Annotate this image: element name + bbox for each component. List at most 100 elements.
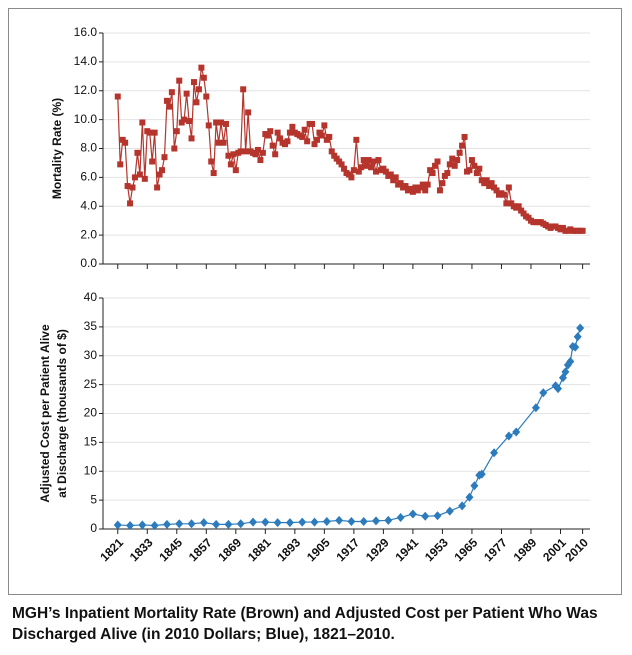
data-point xyxy=(505,184,512,191)
data-point xyxy=(456,149,463,156)
data-point xyxy=(561,367,570,377)
data-point xyxy=(159,167,166,174)
y-tick-label: 10 xyxy=(84,463,98,477)
data-point xyxy=(205,122,212,129)
y-tick-label: 15 xyxy=(84,435,98,449)
data-point xyxy=(466,167,473,174)
data-point xyxy=(273,518,282,528)
data-point xyxy=(446,161,453,168)
data-point xyxy=(504,431,513,441)
data-point xyxy=(139,119,146,126)
data-point xyxy=(225,152,232,159)
data-point xyxy=(432,162,439,169)
data-point xyxy=(161,154,168,161)
data-point xyxy=(539,388,548,398)
data-point xyxy=(310,517,319,527)
data-point xyxy=(289,123,296,130)
data-point xyxy=(298,517,307,527)
data-point xyxy=(382,168,389,175)
data-point xyxy=(309,120,316,127)
data-point xyxy=(347,516,356,526)
data-point xyxy=(175,519,184,529)
data-point xyxy=(421,511,430,521)
y-tick-label: 40 xyxy=(84,290,98,304)
data-point xyxy=(335,515,344,525)
data-point xyxy=(449,155,456,162)
data-point xyxy=(429,170,436,177)
data-point xyxy=(436,187,443,194)
data-point xyxy=(199,518,208,528)
data-point xyxy=(384,515,393,525)
data-point xyxy=(454,157,461,164)
data-point xyxy=(151,129,158,136)
data-point xyxy=(181,116,188,123)
data-point xyxy=(573,332,582,342)
data-point xyxy=(173,128,180,135)
data-point xyxy=(365,157,372,164)
data-point xyxy=(490,448,499,458)
data-point xyxy=(493,187,500,194)
data-point xyxy=(515,203,522,210)
data-point xyxy=(571,342,580,352)
data-point xyxy=(191,79,198,86)
y-tick-label: 30 xyxy=(84,348,98,362)
data-point xyxy=(387,171,394,178)
data-point xyxy=(183,90,190,97)
chart: 0.0 2.0 4.0 6.0 8.0 10.0 12.0 14.0 16.0 Mortality… xyxy=(8,8,622,595)
data-point xyxy=(451,162,458,169)
y-tick-label: 6.0 xyxy=(80,170,97,184)
data-point xyxy=(156,171,163,178)
data-point xyxy=(326,133,333,140)
data-point xyxy=(284,138,291,145)
data-point xyxy=(127,200,134,207)
data-point xyxy=(230,151,237,158)
data-point xyxy=(136,171,143,178)
data-point xyxy=(168,89,175,96)
data-point xyxy=(477,469,486,479)
data-point xyxy=(138,520,147,530)
data-point xyxy=(576,323,585,333)
data-point xyxy=(554,384,563,394)
data-point xyxy=(512,427,521,437)
y-axis-label: Mortality Rate (%) xyxy=(50,98,64,199)
data-point xyxy=(240,86,247,93)
data-point xyxy=(203,93,210,100)
data-point xyxy=(242,148,249,155)
y-tick-label: 0.0 xyxy=(80,256,97,270)
data-point xyxy=(154,184,161,191)
data-point xyxy=(245,109,252,116)
data-point xyxy=(313,136,320,143)
data-point xyxy=(566,357,575,367)
data-point xyxy=(188,135,195,142)
data-point xyxy=(368,164,375,171)
data-point xyxy=(227,161,234,168)
y-tick-label: 0 xyxy=(90,521,97,535)
data-point xyxy=(358,164,365,171)
data-point xyxy=(363,162,370,169)
data-point xyxy=(261,517,270,527)
data-point xyxy=(424,181,431,188)
data-point xyxy=(215,139,222,146)
data-point xyxy=(396,512,405,522)
frame xyxy=(8,8,622,595)
data-point xyxy=(360,157,367,164)
data-point xyxy=(422,187,429,194)
data-point xyxy=(195,86,202,93)
data-point xyxy=(372,516,381,526)
data-point xyxy=(299,133,306,140)
data-point xyxy=(129,184,136,191)
data-point xyxy=(473,170,480,177)
data-point xyxy=(531,403,540,413)
data-point xyxy=(171,145,178,152)
data-point xyxy=(134,149,141,156)
data-point xyxy=(471,162,478,169)
y-tick-label: 14.0 xyxy=(74,54,98,68)
data-point xyxy=(328,148,335,155)
data-point xyxy=(458,501,467,511)
data-point xyxy=(272,151,279,158)
data-point xyxy=(213,119,220,126)
data-point xyxy=(483,177,490,184)
caption: MGH’s Inpatient Mortality Rate (Brown) a… xyxy=(12,605,598,643)
data-point xyxy=(476,165,483,172)
